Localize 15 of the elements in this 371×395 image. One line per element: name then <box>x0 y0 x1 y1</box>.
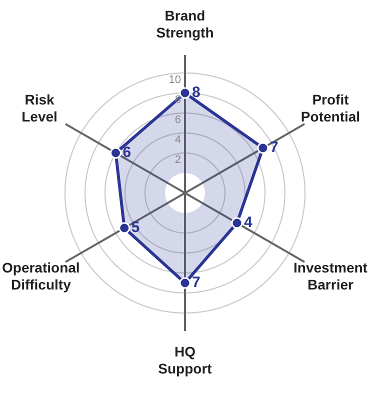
spoke-label: Profit Potential <box>300 91 360 124</box>
spoke-label: Risk Level <box>22 91 58 124</box>
data-label: 6 <box>122 144 132 162</box>
y-tick-label: 4 <box>174 134 181 146</box>
y-tick-label: 10 <box>168 74 181 86</box>
spoke-label: Brand Strength <box>156 7 214 40</box>
y-tick-label: 2 <box>174 154 181 166</box>
data-label: 7 <box>192 274 200 292</box>
spoke-label: Investment Barrier <box>294 259 368 292</box>
data-label: 4 <box>244 214 253 232</box>
data-label: 5 <box>131 219 140 236</box>
spoke-label: HQ Support <box>158 343 212 376</box>
y-tick-label: 6 <box>174 114 181 126</box>
data-label: 7 <box>270 139 278 156</box>
spoke-label: Operational Difficulty <box>2 259 80 292</box>
